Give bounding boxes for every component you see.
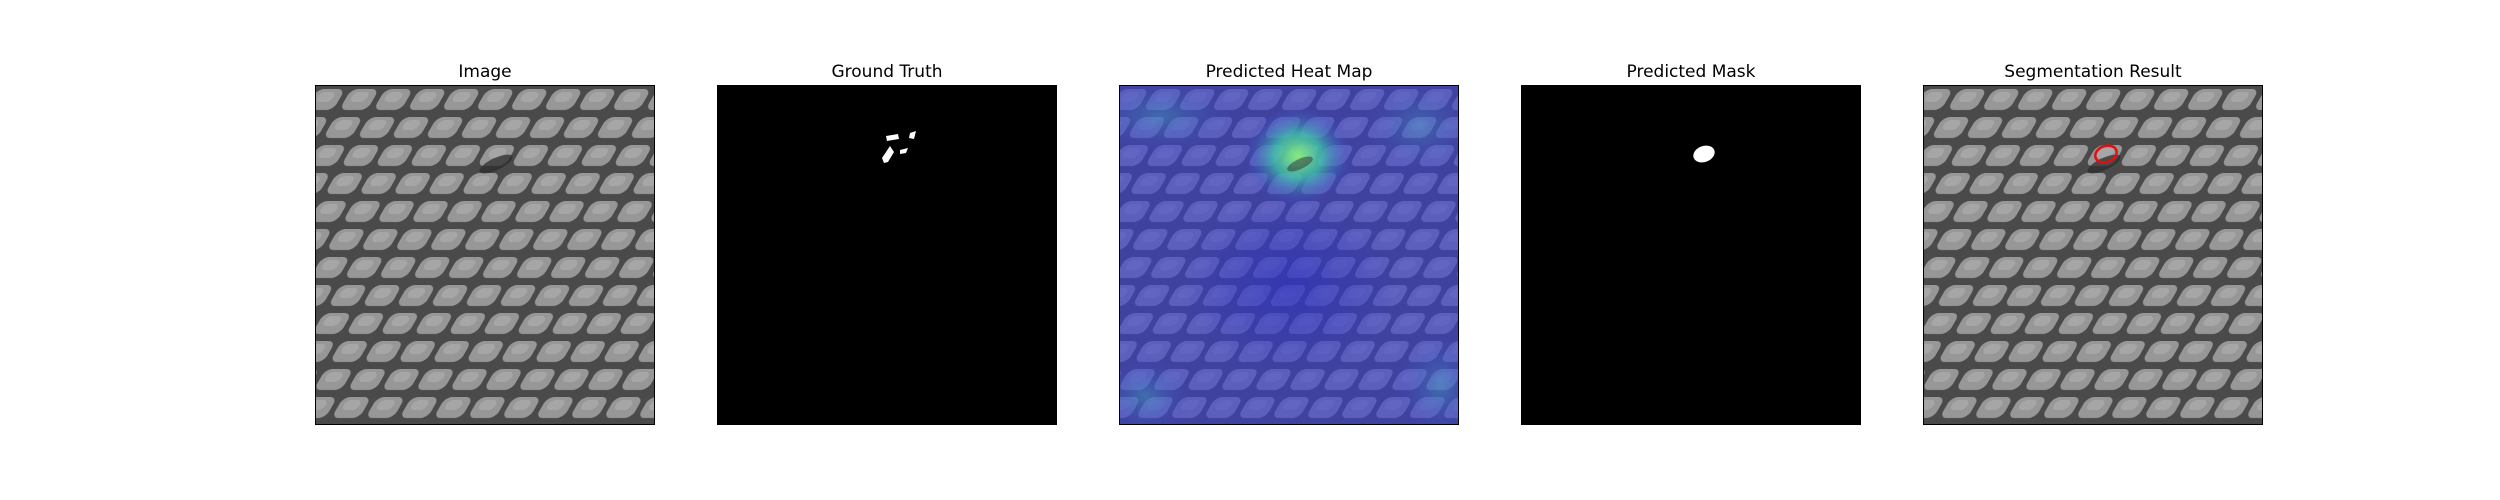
gt-blob [882, 146, 894, 163]
defect-spot [479, 154, 513, 174]
ground-truth-frame [717, 85, 1057, 425]
gt-blob [900, 148, 908, 154]
ground-truth-mask [718, 86, 1056, 424]
gt-blob [909, 131, 916, 139]
segmentation-result [1924, 86, 2262, 424]
predicted-mask-frame [1521, 85, 1861, 425]
panel-title-segmentation-result: Segmentation Result [2004, 62, 2182, 82]
segmentation-frame [1923, 85, 2263, 425]
heat-map [1120, 86, 1458, 424]
image-frame [315, 85, 655, 425]
predicted-mask [1522, 86, 1860, 424]
heat-map-frame [1119, 85, 1459, 425]
panel-title-image: Image [458, 62, 512, 82]
panel-title-predicted-mask: Predicted Mask [1626, 62, 1756, 82]
panel-title-heat-map: Predicted Heat Map [1205, 62, 1373, 82]
heat-hotspot [1243, 106, 1353, 206]
fabric-image [316, 86, 654, 424]
mask-blob [1693, 145, 1715, 163]
segmentation-contour [2094, 144, 2118, 164]
panel-title-ground-truth: Ground Truth [831, 62, 943, 82]
gt-blob [886, 134, 899, 141]
